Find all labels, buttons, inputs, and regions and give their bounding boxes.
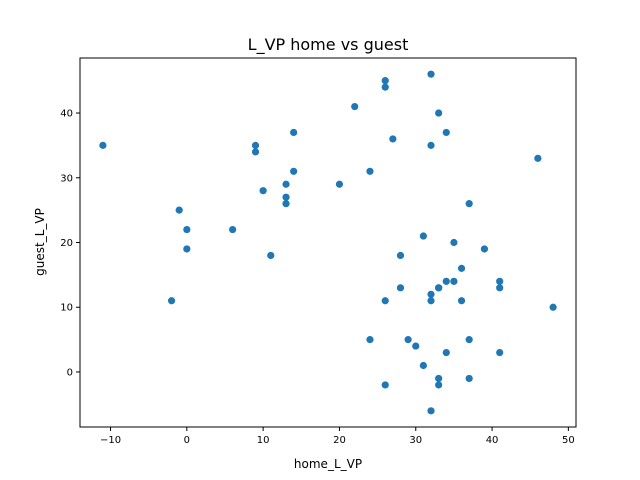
data-point: [282, 200, 290, 208]
x-tick-label: 40: [486, 435, 499, 446]
data-point: [450, 238, 458, 247]
chart-title: L_VP home vs guest: [248, 35, 409, 55]
data-point: [183, 225, 191, 234]
x-tick-label: 10: [257, 435, 270, 446]
data-point: [442, 277, 450, 285]
data-point: [412, 342, 420, 350]
data-point: [251, 148, 260, 156]
data-point: [534, 154, 542, 162]
x-axis-ticks: −10 0 10 20 30 40 50: [100, 427, 575, 446]
data-point: [496, 348, 504, 357]
data-point: [496, 277, 504, 285]
x-tick-label: −10: [100, 435, 121, 446]
y-tick-label: 20: [60, 238, 73, 249]
data-point: [465, 336, 473, 344]
data-point: [282, 193, 290, 201]
data-point: [427, 297, 435, 305]
data-point: [457, 297, 466, 305]
x-tick-label: 0: [184, 435, 190, 446]
data-point: [450, 277, 458, 285]
data-point: [427, 407, 435, 415]
data-point: [419, 232, 427, 240]
data-point: [259, 187, 267, 195]
data-point: [389, 135, 397, 143]
data-point: [465, 374, 473, 383]
data-point: [435, 374, 443, 383]
data-point: [251, 141, 260, 149]
data-point: [175, 206, 183, 214]
data-point: [549, 303, 557, 311]
data-point: [381, 381, 389, 389]
y-axis-label: guest_L_VP: [33, 208, 47, 276]
data-point: [427, 70, 435, 78]
data-point: [381, 297, 389, 305]
data-point: [381, 83, 389, 91]
data-point: [442, 348, 450, 357]
data-point: [290, 128, 298, 137]
y-axis-ticks: 0 10 20 30 40: [60, 109, 80, 378]
y-tick-label: 10: [60, 303, 73, 314]
data-point: [480, 245, 489, 253]
data-point: [427, 290, 435, 298]
data-point: [167, 297, 176, 305]
data-point: [381, 77, 389, 85]
x-tick-label: 50: [562, 435, 575, 446]
y-tick-label: 30: [60, 173, 73, 184]
data-point: [396, 251, 405, 260]
data-point: [427, 141, 435, 149]
data-point: [290, 167, 298, 175]
x-tick-label: 30: [409, 435, 422, 446]
data-point: [335, 180, 344, 188]
data-point: [435, 381, 443, 389]
data-point: [366, 336, 374, 344]
data-point: [366, 167, 374, 175]
data-point: [404, 336, 412, 344]
data-point: [183, 245, 191, 253]
data-points: [99, 70, 557, 415]
data-point: [396, 284, 405, 292]
data-point: [229, 225, 237, 234]
y-tick-label: 40: [60, 109, 73, 120]
data-point: [267, 251, 275, 260]
data-point: [282, 180, 290, 188]
data-point: [99, 141, 107, 149]
y-tick-label: 0: [67, 367, 73, 378]
x-axis-label: home_L_VP: [294, 457, 362, 471]
data-point: [442, 128, 450, 137]
data-point: [496, 284, 504, 292]
data-point: [465, 200, 473, 208]
data-point: [351, 102, 359, 111]
data-point: [419, 361, 427, 370]
data-point: [457, 264, 466, 272]
data-point: [435, 284, 443, 292]
x-tick-label: 20: [333, 435, 346, 446]
data-point: [435, 109, 443, 117]
